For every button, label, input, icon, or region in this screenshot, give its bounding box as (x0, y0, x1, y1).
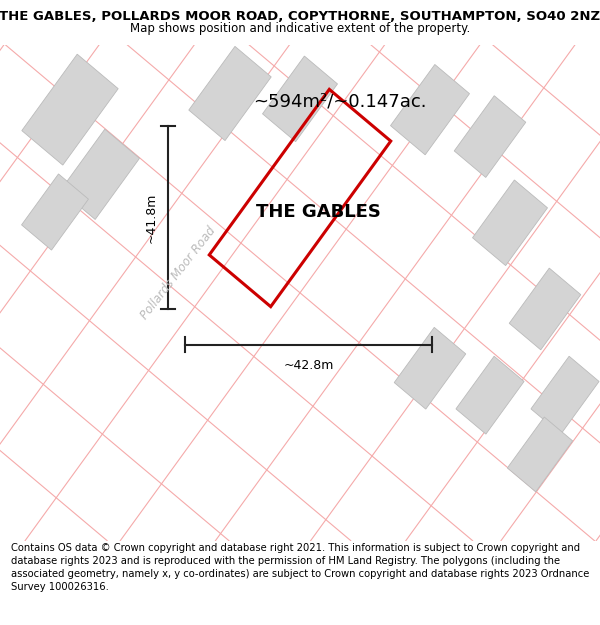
Polygon shape (509, 268, 581, 350)
Polygon shape (473, 180, 547, 266)
Polygon shape (454, 96, 526, 178)
Polygon shape (22, 54, 118, 165)
Polygon shape (189, 46, 271, 141)
Text: Pollards Moor Road: Pollards Moor Road (138, 224, 218, 322)
Polygon shape (391, 64, 470, 155)
Polygon shape (61, 129, 140, 219)
Polygon shape (263, 56, 337, 142)
Polygon shape (531, 356, 599, 434)
Polygon shape (394, 328, 466, 409)
Polygon shape (508, 417, 572, 492)
Text: ~42.8m: ~42.8m (283, 359, 334, 371)
Text: ~594m²/~0.147ac.: ~594m²/~0.147ac. (253, 92, 427, 110)
Text: THE GABLES: THE GABLES (256, 203, 380, 221)
Text: THE GABLES, POLLARDS MOOR ROAD, COPYTHORNE, SOUTHAMPTON, SO40 2NZ: THE GABLES, POLLARDS MOOR ROAD, COPYTHOR… (0, 10, 600, 23)
Polygon shape (456, 356, 524, 434)
Text: Contains OS data © Crown copyright and database right 2021. This information is : Contains OS data © Crown copyright and d… (11, 543, 589, 591)
Text: Map shows position and indicative extent of the property.: Map shows position and indicative extent… (130, 22, 470, 35)
Polygon shape (22, 174, 88, 250)
Text: ~41.8m: ~41.8m (145, 192, 158, 242)
